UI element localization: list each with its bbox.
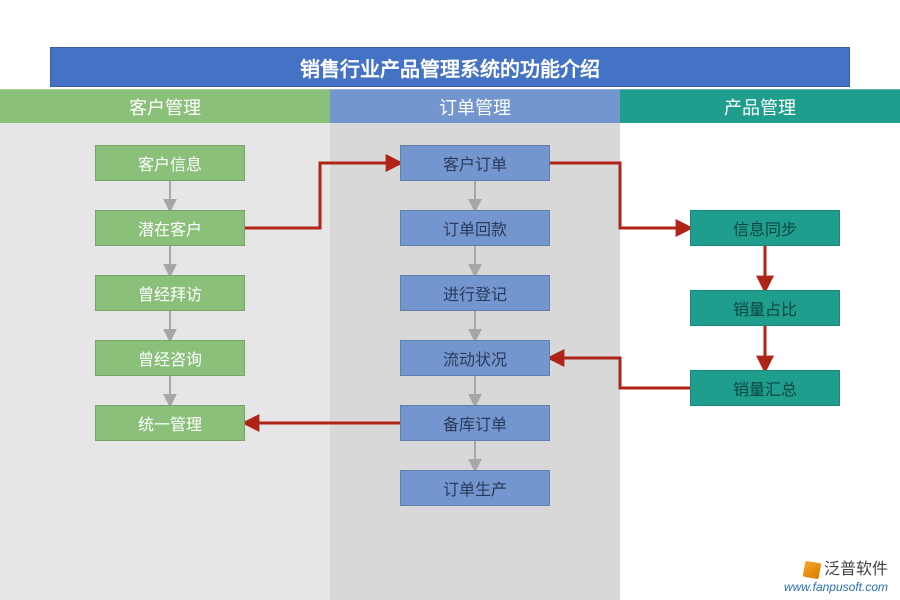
- node-label: 信息同步: [733, 216, 797, 240]
- node-label: 订单回款: [443, 216, 507, 240]
- node-ratio: 销量占比: [690, 290, 840, 326]
- column-bg-product: [620, 123, 900, 600]
- node-order: 客户订单: [400, 145, 550, 181]
- title-bar: 销售行业产品管理系统的功能介绍: [50, 47, 850, 87]
- node-stock: 备库订单: [400, 405, 550, 441]
- category-header-product: 产品管理: [620, 89, 900, 123]
- node-label: 销量占比: [733, 296, 797, 320]
- node-label: 客户订单: [443, 151, 507, 175]
- node-payback: 订单回款: [400, 210, 550, 246]
- watermark: 泛普软件 www.fanpusoft.com: [784, 560, 888, 594]
- node-label: 统一管理: [138, 411, 202, 435]
- category-label: 客户管理: [129, 94, 201, 120]
- node-label: 进行登记: [443, 281, 507, 305]
- node-flow: 流动状况: [400, 340, 550, 376]
- node-register: 进行登记: [400, 275, 550, 311]
- node-sync: 信息同步: [690, 210, 840, 246]
- category-header-customer: 客户管理: [0, 89, 330, 123]
- node-label: 潜在客户: [138, 216, 202, 240]
- node-label: 订单生产: [443, 476, 507, 500]
- category-label: 产品管理: [724, 94, 796, 120]
- node-sum: 销量汇总: [690, 370, 840, 406]
- node-label: 备库订单: [443, 411, 507, 435]
- node-label: 曾经咨询: [138, 346, 202, 370]
- node-label: 流动状况: [443, 346, 507, 370]
- node-unified: 统一管理: [95, 405, 245, 441]
- node-potential: 潜在客户: [95, 210, 245, 246]
- node-produce: 订单生产: [400, 470, 550, 506]
- watermark-url: www.fanpusoft.com: [784, 580, 888, 594]
- node-label: 销量汇总: [733, 376, 797, 400]
- node-consulted: 曾经咨询: [95, 340, 245, 376]
- node-label: 曾经拜访: [138, 281, 202, 305]
- watermark-brand: 泛普软件: [784, 560, 888, 579]
- title-text: 销售行业产品管理系统的功能介绍: [300, 53, 600, 82]
- category-label: 订单管理: [439, 94, 511, 120]
- logo-cube-icon: [803, 561, 822, 580]
- watermark-brand-text: 泛普软件: [824, 560, 888, 579]
- node-visited: 曾经拜访: [95, 275, 245, 311]
- node-label: 客户信息: [138, 151, 202, 175]
- category-header-order: 订单管理: [330, 89, 620, 123]
- node-cust-info: 客户信息: [95, 145, 245, 181]
